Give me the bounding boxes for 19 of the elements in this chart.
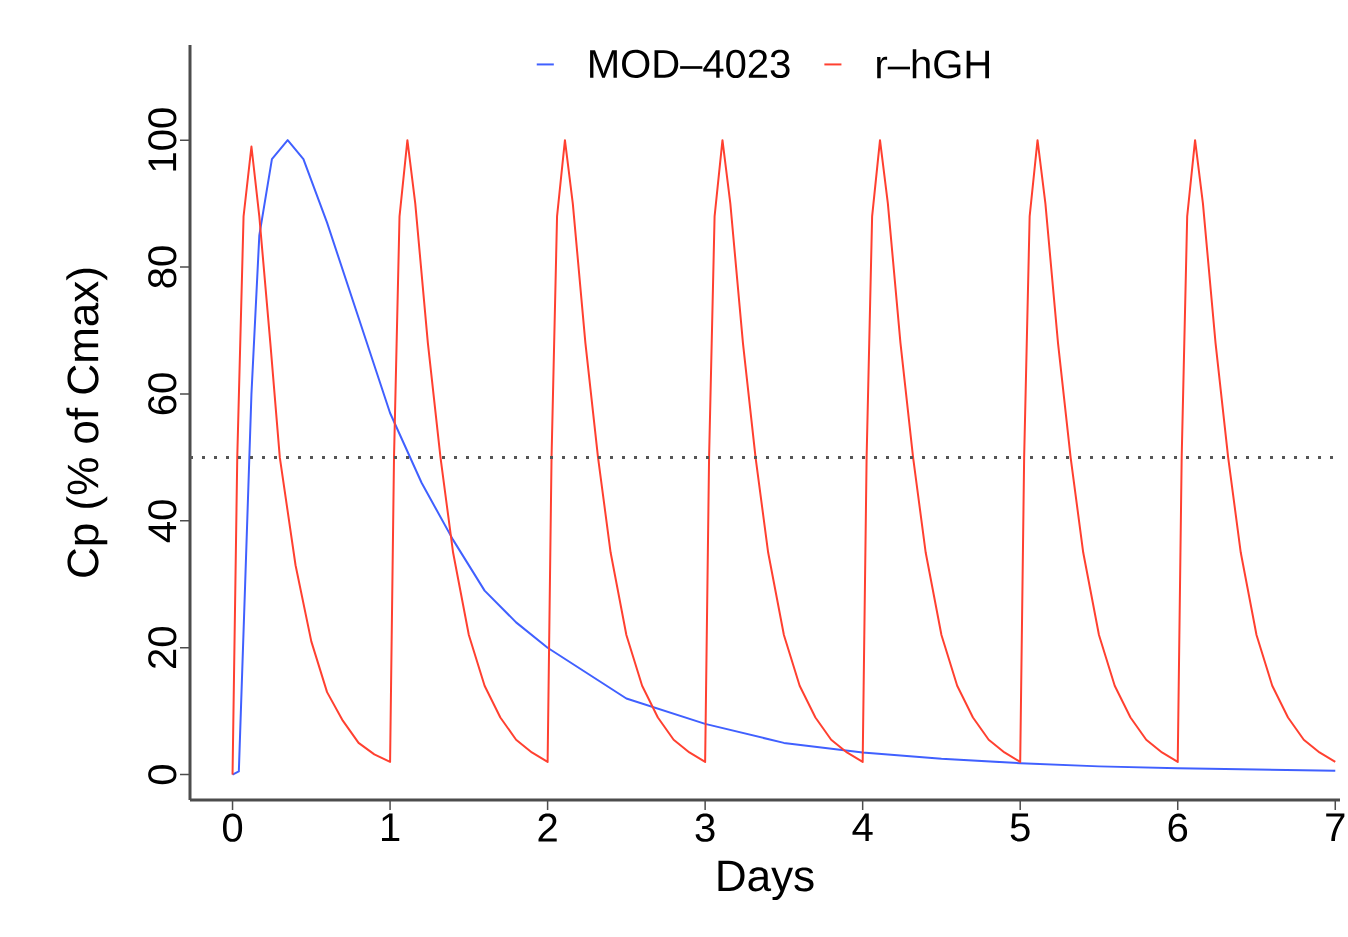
x-tick-label: 7 — [1326, 813, 1345, 842]
y-tick-label: 0 — [148, 765, 177, 785]
y-tick-label: 20 — [148, 627, 177, 668]
x-tick-label: 5 — [1010, 813, 1030, 842]
x-tick-label: 1 — [381, 813, 400, 842]
y-tick-label: 80 — [148, 246, 177, 288]
x-tick-label: 4 — [852, 813, 873, 842]
line-series — [231, 139, 1337, 776]
x-tick-label: 2 — [538, 813, 557, 842]
x-axis-title: Days — [718, 860, 814, 901]
y-tick-label: 100 — [148, 108, 177, 171]
y-tick-label: 40 — [148, 500, 177, 543]
y-axis-title: Cp (% of Cmax) — [66, 268, 108, 577]
x-tick-label: 6 — [1168, 813, 1188, 842]
legend-label: MOD–4023 — [590, 49, 790, 79]
y-tick-label: 60 — [148, 373, 177, 415]
x-tick-label: 3 — [695, 813, 715, 842]
legend-label: r–hGH — [877, 49, 989, 79]
x-tick-label: 0 — [222, 813, 243, 842]
